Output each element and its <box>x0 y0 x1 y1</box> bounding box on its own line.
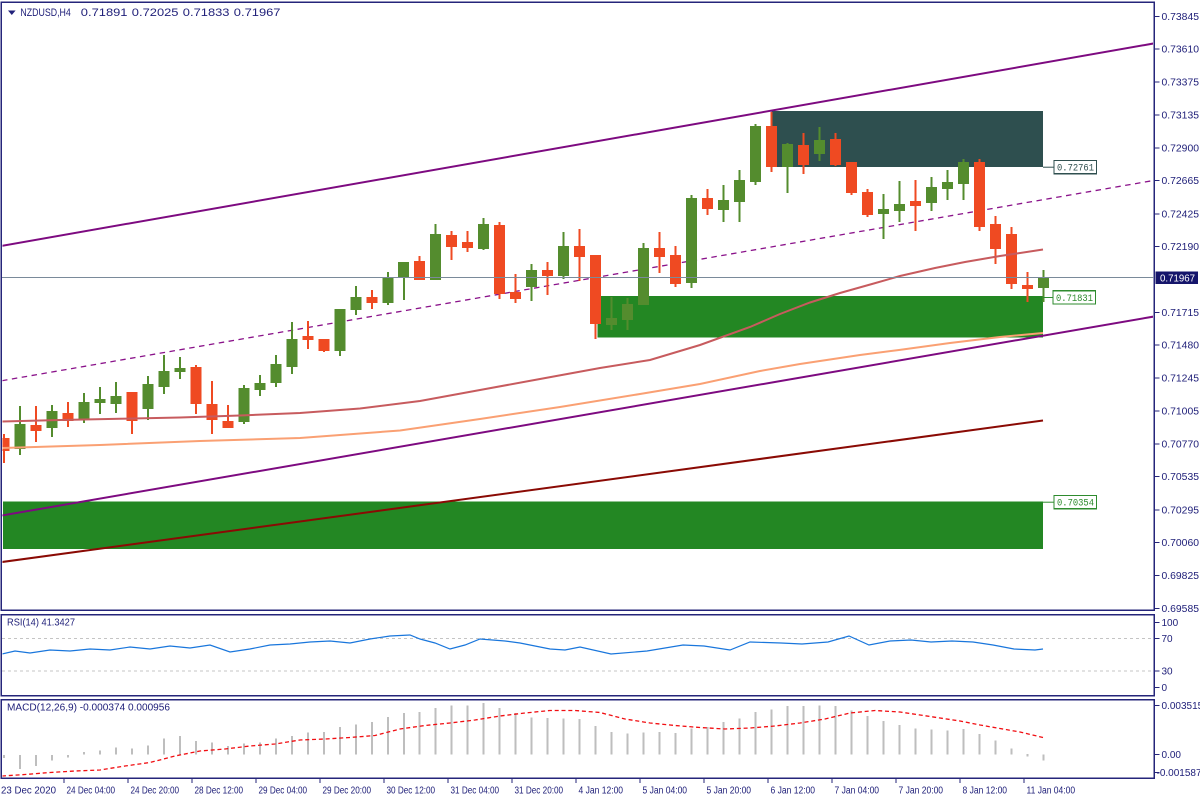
svg-text:30 Dec 12:00: 30 Dec 12:00 <box>387 786 436 797</box>
svg-text:23 Dec 2020: 23 Dec 2020 <box>1 786 56 797</box>
svg-text:6 Jan 12:00: 6 Jan 12:00 <box>771 786 816 797</box>
svg-text:0.71831: 0.71831 <box>1056 294 1093 305</box>
svg-text:0.73610: 0.73610 <box>1162 45 1200 56</box>
svg-text:7 Jan 20:00: 7 Jan 20:00 <box>899 786 944 797</box>
svg-text:70: 70 <box>1162 634 1174 645</box>
svg-text:0.72761: 0.72761 <box>1057 164 1094 175</box>
svg-text:28 Dec 12:00: 28 Dec 12:00 <box>195 786 244 797</box>
svg-text:0.71480: 0.71480 <box>1162 341 1200 352</box>
svg-text:0.70060: 0.70060 <box>1162 538 1200 549</box>
svg-text:0.72190: 0.72190 <box>1162 242 1200 253</box>
svg-text:29 Dec 20:00: 29 Dec 20:00 <box>323 786 372 797</box>
svg-text:24 Dec 20:00: 24 Dec 20:00 <box>131 786 180 797</box>
svg-text:NZDUSD,H4: NZDUSD,H4 <box>20 7 70 19</box>
svg-text:4 Jan 12:00: 4 Jan 12:00 <box>579 786 624 797</box>
svg-text:0.00: 0.00 <box>1162 750 1182 761</box>
svg-text:0.69825: 0.69825 <box>1162 571 1200 582</box>
svg-text:11 Jan 04:00: 11 Jan 04:00 <box>1027 786 1076 797</box>
svg-text:0.69585: 0.69585 <box>1162 604 1200 615</box>
svg-text:0.71715: 0.71715 <box>1162 308 1200 319</box>
svg-text:0.003515: 0.003515 <box>1162 701 1200 712</box>
svg-text:0.71245: 0.71245 <box>1162 373 1200 384</box>
svg-text:29 Dec 04:00: 29 Dec 04:00 <box>259 786 308 797</box>
svg-text:-0.001587: -0.001587 <box>1157 768 1200 779</box>
svg-text:8 Jan 12:00: 8 Jan 12:00 <box>963 786 1008 797</box>
svg-text:0.72900: 0.72900 <box>1162 143 1200 154</box>
svg-text:0.70295: 0.70295 <box>1162 505 1200 516</box>
svg-text:31 Dec 04:00: 31 Dec 04:00 <box>451 786 500 797</box>
svg-text:0.72665: 0.72665 <box>1162 176 1200 187</box>
svg-text:MACD(12,26,9) -0.000374 0.0009: MACD(12,26,9) -0.000374 0.000956 <box>7 703 170 714</box>
svg-text:0.70354: 0.70354 <box>1057 499 1094 510</box>
svg-text:0.71005: 0.71005 <box>1162 407 1200 418</box>
svg-text:0.72425: 0.72425 <box>1162 209 1200 220</box>
svg-text:31 Dec 20:00: 31 Dec 20:00 <box>515 786 564 797</box>
svg-text:0.73845: 0.73845 <box>1162 12 1200 23</box>
svg-text:RSI(14) 41.3427: RSI(14) 41.3427 <box>7 618 75 629</box>
svg-text:24 Dec 04:00: 24 Dec 04:00 <box>67 786 116 797</box>
svg-text:0: 0 <box>1162 683 1168 694</box>
svg-text:0.73135: 0.73135 <box>1162 111 1200 122</box>
svg-text:5 Jan 04:00: 5 Jan 04:00 <box>643 786 688 797</box>
svg-text:0.71891: 0.71891 <box>81 7 128 19</box>
svg-text:100: 100 <box>1162 618 1179 629</box>
svg-text:7 Jan 04:00: 7 Jan 04:00 <box>835 786 880 797</box>
svg-text:0.70770: 0.70770 <box>1162 439 1200 450</box>
svg-text:0.73375: 0.73375 <box>1162 77 1200 88</box>
svg-text:0.72025: 0.72025 <box>132 7 179 19</box>
svg-text:0.71967: 0.71967 <box>1160 273 1195 284</box>
svg-text:0.71833: 0.71833 <box>183 7 230 19</box>
svg-text:30: 30 <box>1162 667 1174 678</box>
svg-text:0.71967: 0.71967 <box>234 7 281 19</box>
svg-text:5 Jan 20:00: 5 Jan 20:00 <box>707 786 752 797</box>
svg-text:0.70535: 0.70535 <box>1162 472 1200 483</box>
